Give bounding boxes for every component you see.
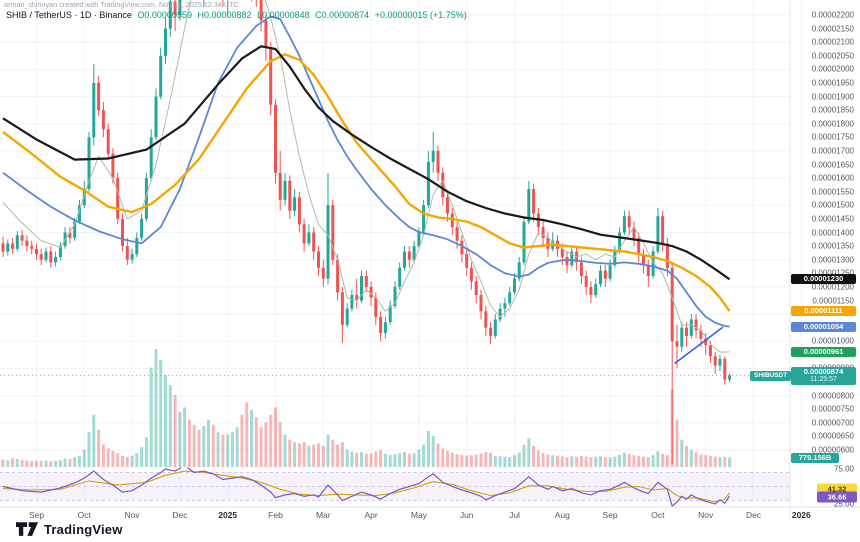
- price-axis-label: 0.00001550: [811, 187, 854, 197]
- price-axis-label: 0.00000800: [811, 391, 854, 401]
- price-axis-label: 0.00001900: [811, 92, 854, 102]
- price-axis-label: 0.00001750: [811, 132, 854, 142]
- time-axis-label-oct: Oct: [651, 510, 665, 520]
- price-axis-label: 0.00001000: [811, 336, 854, 346]
- price-axis-label: 0.00001800: [811, 119, 854, 129]
- ohlc-open: O0.00000859: [137, 10, 192, 20]
- price-axis-label: 0.00001400: [811, 228, 854, 237]
- time-axis-label-2025: 2025: [218, 510, 238, 520]
- time-axis-label-oct: Oct: [77, 510, 91, 520]
- price-axis-label: 0.00000750: [811, 404, 854, 414]
- price-axis-label: 0.00000650: [811, 431, 854, 441]
- time-axis-label-nov: Nov: [124, 510, 140, 520]
- rsi-axis-label: 25.00: [833, 499, 854, 509]
- tradingview-logo-text: TradingView: [44, 522, 123, 537]
- price-axis-label: 0.00001450: [811, 214, 854, 224]
- time-axis-label-2026: 2026: [791, 510, 811, 520]
- price-axis-label: 0.00002100: [811, 37, 854, 47]
- price-axis-label: 0.00002000: [811, 64, 854, 74]
- price-axis-label: 0.00001600: [811, 173, 854, 183]
- ma-badge-black: 0.00001230: [791, 273, 856, 284]
- countdown-timer: 11:25:57: [810, 375, 837, 383]
- attribution-text: arman_shirinyan created with TradingView…: [4, 2, 239, 9]
- tradingview-logo-icon: [16, 522, 38, 536]
- volume-badge: 779.156B: [791, 453, 839, 463]
- ohlc-change: +0.00000015 (+1.75%): [374, 10, 467, 20]
- time-axis-label-dec: Dec: [745, 510, 762, 520]
- symbol-chip: SHIBUSDT: [750, 370, 792, 381]
- price-axis-label: 0.00001150: [812, 296, 854, 305]
- rsi-axis-label: 75.00: [833, 464, 854, 474]
- price-axis-label: 0.00001850: [811, 105, 854, 115]
- price-axis-label: 0.00001950: [811, 78, 854, 88]
- price-axis-label: 0.00002050: [811, 51, 854, 61]
- ohlc-close: C0.00000874: [315, 10, 370, 20]
- ma-badge-orange: 0.00001111: [791, 306, 856, 317]
- price-axis-label: 0.00001300: [811, 255, 854, 265]
- last-price-badge: 0.00000874 11:25:57: [791, 366, 856, 385]
- ma-badge-green: 0.00000961: [791, 346, 856, 357]
- tradingview-logo[interactable]: TradingView: [16, 522, 123, 537]
- price-axis-label: 0.00001350: [811, 241, 854, 251]
- rsi-ma-badge: 41.32: [817, 483, 857, 495]
- symbol-legend[interactable]: SHIB / TetherUS · 1D · Binance O0.000008…: [6, 10, 467, 20]
- ohlc-low: L0.00000848: [257, 10, 310, 20]
- time-axis-label-sep: Sep: [28, 510, 45, 520]
- symbol-name: SHIB / TetherUS · 1D · Binance: [6, 10, 132, 20]
- price-axis-label: 0.00001700: [811, 146, 854, 156]
- price-axis-label: 0.00002150: [811, 24, 854, 34]
- time-axis-label-nov: Nov: [698, 510, 714, 520]
- price-axis-label: 0.00002200: [811, 10, 854, 20]
- rsi-badge: 36.66: [817, 491, 857, 503]
- time-axis-label-jun: Jun: [459, 510, 474, 520]
- ma-badge-blue: 0.00001054: [791, 321, 856, 332]
- price-axis-label: 0.00000700: [811, 418, 854, 428]
- time-axis-label-may: May: [410, 510, 427, 520]
- price-axis-label: 0.00001650: [811, 160, 854, 169]
- ohlc-high: H0.00000882: [197, 10, 252, 20]
- time-axis-label-aug: Aug: [554, 510, 570, 520]
- price-axis-label: 0.00001250: [812, 269, 854, 278]
- time-axis-label-sep: Sep: [602, 510, 618, 520]
- time-axis-label-mar: Mar: [315, 510, 331, 520]
- price-axis-label: 0.00001500: [811, 200, 854, 210]
- time-axis-label-apr: Apr: [364, 510, 378, 520]
- time-axis-label-jul: Jul: [509, 510, 520, 520]
- time-axis-label-dec: Dec: [172, 510, 188, 520]
- time-axis-label-feb: Feb: [268, 510, 283, 520]
- price-axis-label: 0.00001200: [811, 282, 854, 292]
- price-axis-label: 0.00000600: [811, 445, 854, 455]
